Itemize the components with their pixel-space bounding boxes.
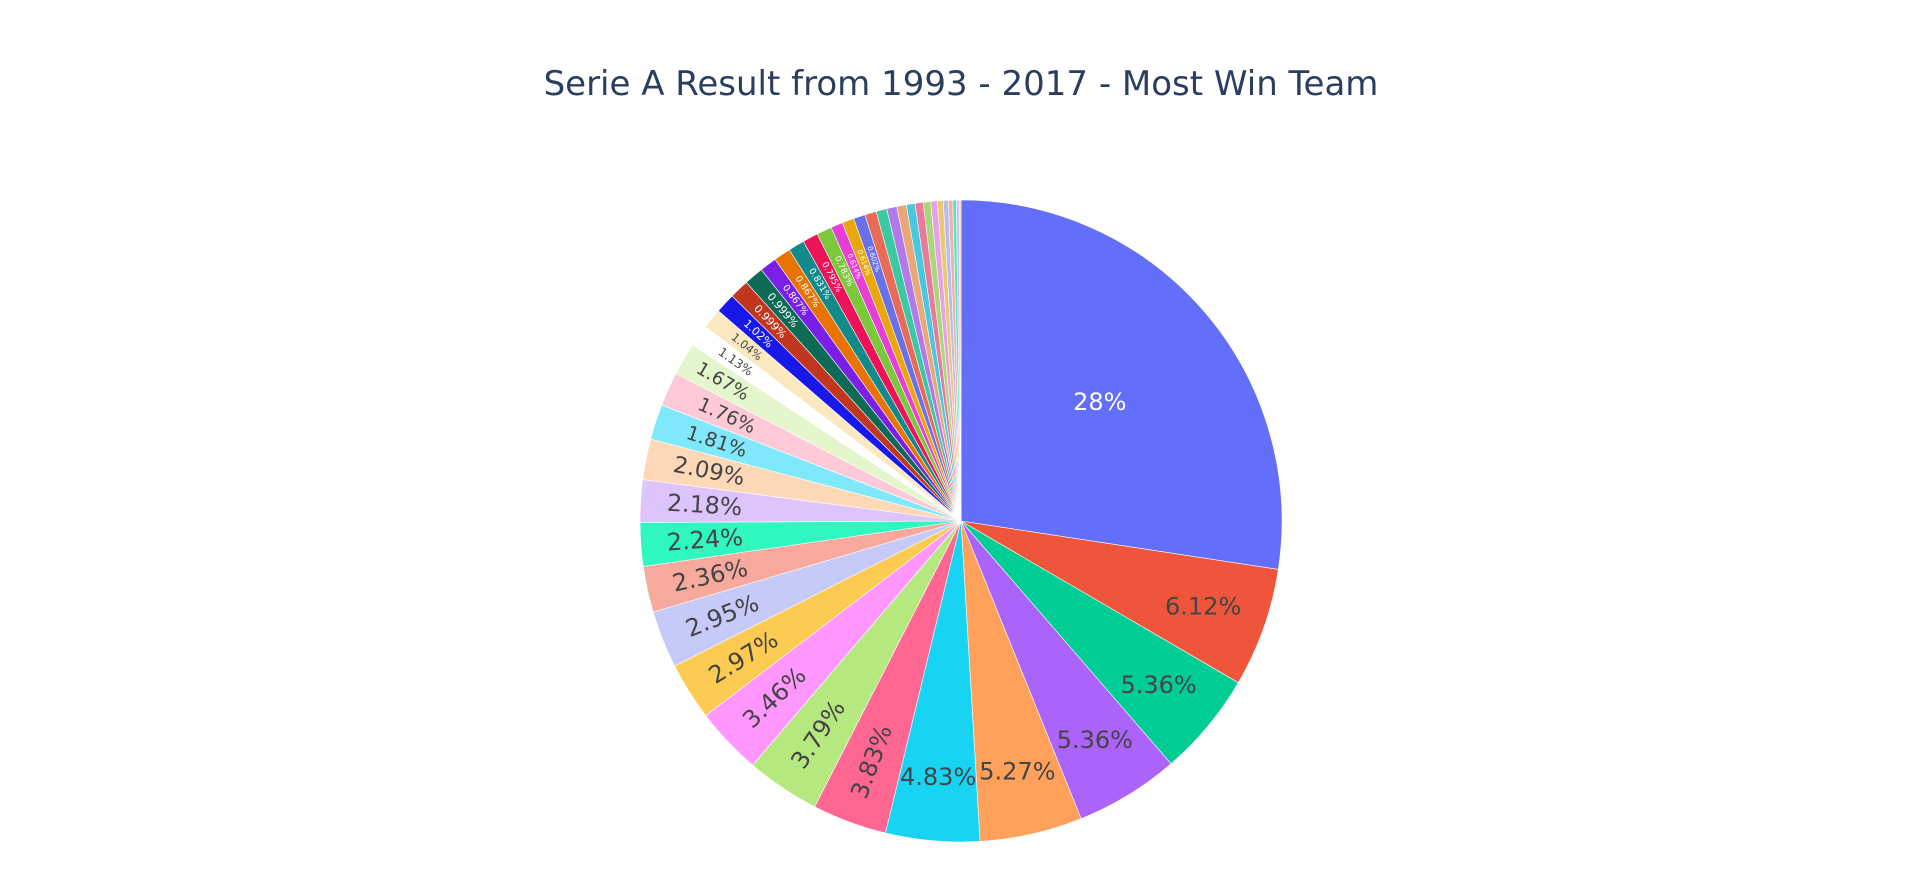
slice-label: 4.83% (900, 763, 976, 791)
slice-label: 2.18% (666, 489, 743, 522)
slice-label: 2.24% (666, 523, 744, 557)
pie-slice[interactable] (960, 199, 1283, 570)
slice-label: 5.36% (1057, 726, 1133, 754)
pie-slice[interactable] (960, 520, 1279, 684)
chart-title: Serie A Result from 1993 - 2017 - Most W… (543, 64, 1379, 104)
slice-label: 5.36% (1120, 671, 1196, 699)
slice-label: 28% (1073, 388, 1126, 416)
slice-label: 6.12% (1165, 593, 1241, 621)
slice-label: 5.27% (979, 758, 1055, 786)
pie-slice[interactable] (958, 199, 962, 522)
